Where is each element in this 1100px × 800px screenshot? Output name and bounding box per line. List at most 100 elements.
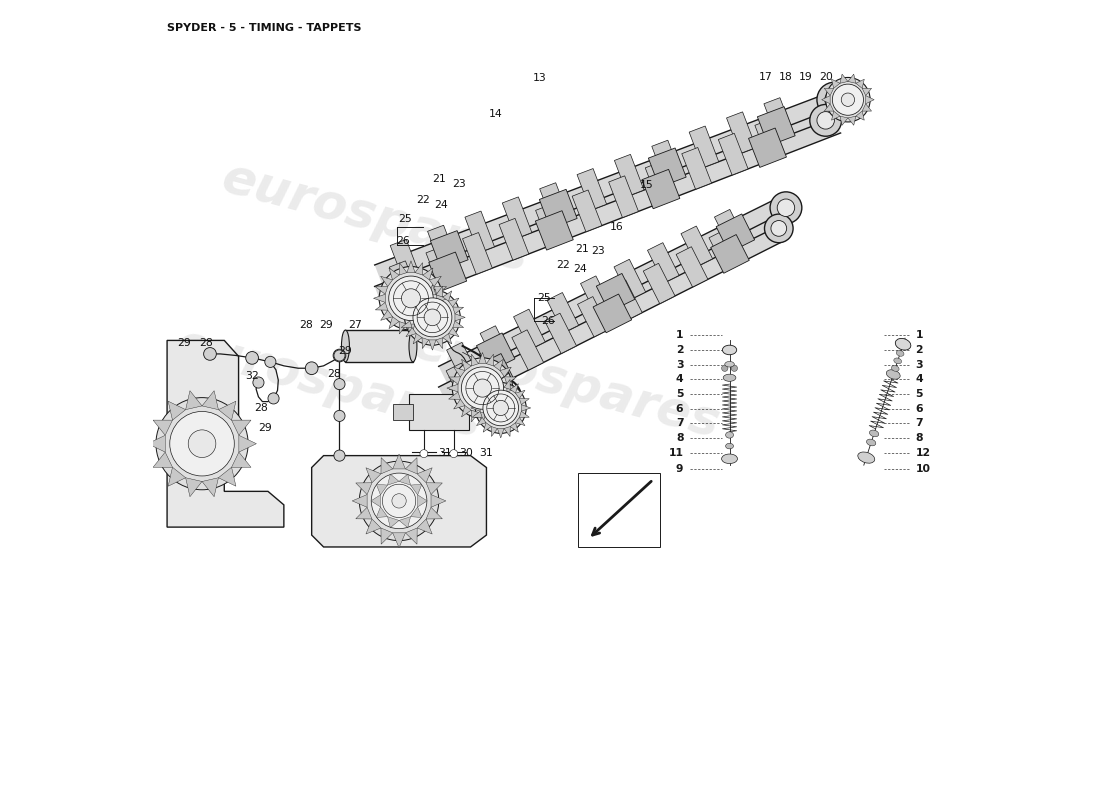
Polygon shape	[499, 218, 529, 260]
Polygon shape	[471, 354, 478, 366]
Polygon shape	[648, 242, 679, 283]
Polygon shape	[376, 507, 387, 518]
Ellipse shape	[723, 345, 737, 354]
Polygon shape	[486, 354, 494, 366]
Circle shape	[334, 410, 345, 422]
Polygon shape	[429, 310, 441, 320]
Circle shape	[475, 382, 526, 434]
Polygon shape	[422, 338, 429, 349]
Polygon shape	[406, 458, 417, 474]
Polygon shape	[462, 359, 471, 370]
Polygon shape	[494, 359, 504, 370]
Polygon shape	[426, 507, 442, 519]
Text: SPYDER - 5 - TIMING - TAPPETS: SPYDER - 5 - TIMING - TAPPETS	[167, 22, 362, 33]
Text: 14: 14	[490, 109, 503, 119]
Polygon shape	[399, 474, 410, 485]
Circle shape	[375, 477, 422, 525]
Polygon shape	[406, 328, 416, 337]
Circle shape	[334, 350, 345, 361]
Text: 25: 25	[398, 214, 412, 224]
Text: 31: 31	[480, 448, 493, 458]
Text: 3: 3	[675, 360, 683, 370]
Polygon shape	[824, 88, 834, 96]
Text: 10: 10	[915, 464, 931, 474]
Circle shape	[450, 450, 458, 458]
Polygon shape	[453, 399, 465, 409]
Circle shape	[842, 93, 855, 106]
Circle shape	[156, 398, 249, 490]
Polygon shape	[375, 302, 388, 310]
Text: 29: 29	[338, 346, 352, 356]
Text: 7: 7	[675, 418, 683, 428]
Polygon shape	[848, 116, 856, 126]
Polygon shape	[862, 88, 871, 96]
Circle shape	[473, 379, 492, 397]
Text: 17: 17	[759, 73, 773, 82]
Polygon shape	[748, 128, 786, 167]
Polygon shape	[862, 104, 871, 111]
Circle shape	[825, 90, 844, 110]
Circle shape	[387, 489, 411, 513]
Text: 12: 12	[915, 448, 931, 458]
Circle shape	[383, 484, 416, 518]
Polygon shape	[504, 426, 510, 437]
Ellipse shape	[894, 358, 902, 364]
Text: 25: 25	[537, 294, 550, 303]
Polygon shape	[429, 285, 436, 295]
Circle shape	[826, 78, 870, 122]
Polygon shape	[536, 210, 573, 250]
Polygon shape	[219, 467, 235, 486]
Polygon shape	[410, 484, 421, 495]
Circle shape	[402, 289, 420, 308]
Bar	[393, 404, 412, 420]
Polygon shape	[232, 452, 251, 467]
Text: 4: 4	[915, 374, 923, 384]
Circle shape	[388, 276, 433, 321]
Text: 29: 29	[257, 423, 272, 433]
Polygon shape	[417, 468, 432, 482]
Polygon shape	[429, 276, 441, 286]
Polygon shape	[153, 420, 173, 435]
Text: 29: 29	[178, 338, 191, 348]
Polygon shape	[615, 154, 644, 196]
Polygon shape	[399, 262, 407, 275]
Text: 26: 26	[541, 315, 556, 326]
Polygon shape	[505, 377, 516, 384]
Text: 3: 3	[915, 360, 923, 370]
Polygon shape	[407, 324, 415, 336]
Text: 5: 5	[915, 390, 923, 399]
Polygon shape	[593, 294, 631, 333]
Polygon shape	[505, 392, 516, 399]
Polygon shape	[711, 234, 749, 274]
Ellipse shape	[722, 454, 737, 463]
Polygon shape	[381, 310, 393, 320]
Polygon shape	[516, 418, 525, 426]
Text: eurospares: eurospares	[168, 320, 486, 448]
Circle shape	[372, 473, 427, 529]
Text: 23: 23	[591, 246, 605, 256]
Polygon shape	[167, 341, 284, 527]
Polygon shape	[449, 392, 461, 399]
Ellipse shape	[726, 432, 734, 438]
Polygon shape	[352, 494, 367, 507]
Polygon shape	[539, 190, 578, 229]
Polygon shape	[202, 478, 219, 497]
Circle shape	[265, 356, 276, 367]
Polygon shape	[512, 330, 543, 370]
Polygon shape	[168, 401, 186, 420]
Polygon shape	[507, 384, 518, 392]
Circle shape	[770, 192, 802, 224]
Polygon shape	[486, 410, 494, 422]
Polygon shape	[375, 110, 840, 310]
Ellipse shape	[858, 452, 874, 463]
Polygon shape	[429, 252, 466, 291]
Polygon shape	[186, 390, 202, 410]
Polygon shape	[510, 422, 518, 432]
Ellipse shape	[341, 330, 350, 362]
Text: 29: 29	[319, 319, 333, 330]
Polygon shape	[219, 401, 235, 420]
Polygon shape	[758, 106, 795, 146]
Polygon shape	[422, 286, 429, 297]
Polygon shape	[610, 280, 642, 320]
Text: 2: 2	[675, 345, 683, 355]
